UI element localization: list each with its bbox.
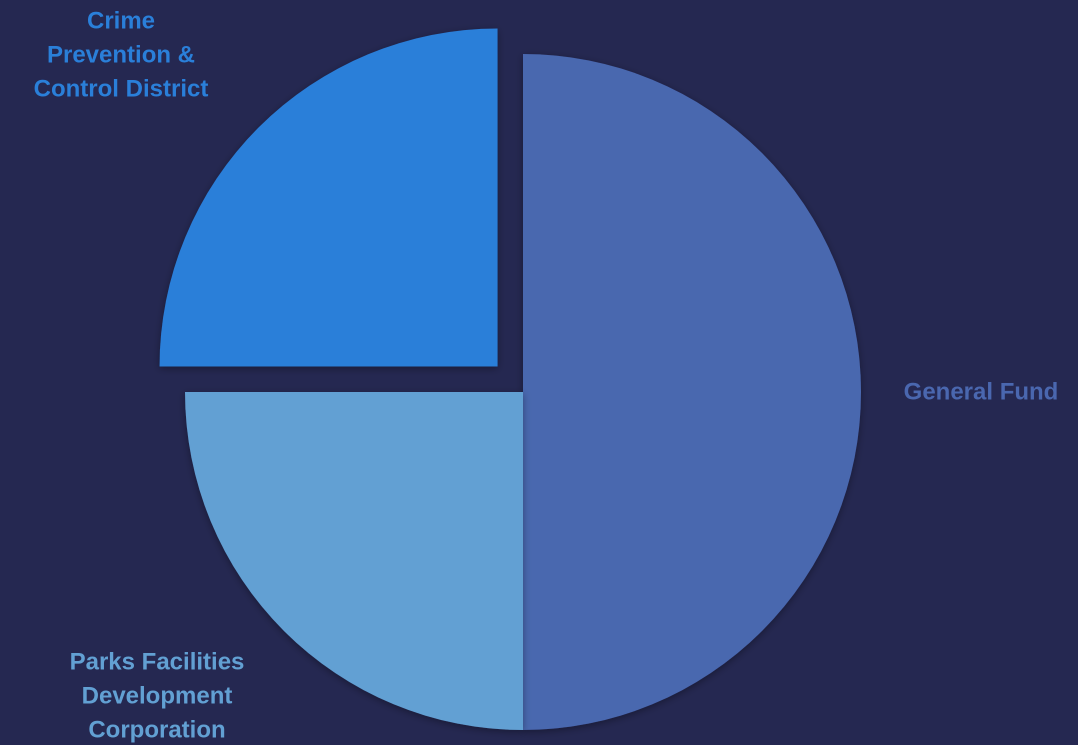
slice-label-line: Control District [34,75,209,102]
pie-slices [159,28,861,730]
slice-label-line: Crime [87,7,155,34]
slice-label-0: General Fund [904,378,1059,405]
slice-label-line: Parks Facilities [70,648,245,675]
slice-label-line: Corporation [88,716,225,743]
pie-slice-2 [159,28,498,367]
slice-label-1: Parks Facilities Development Corporation [70,648,245,743]
pie-slice-0 [523,54,861,730]
slice-label-line: Prevention & [47,41,195,68]
slice-label-line: General Fund [904,378,1059,405]
pie-slice-1 [185,392,523,730]
slice-label-2: Crime Prevention & Control District [34,7,209,102]
pie-labels: General Fund Parks Facilities Development C… [34,7,1059,743]
slice-label-line: Development [82,682,233,709]
